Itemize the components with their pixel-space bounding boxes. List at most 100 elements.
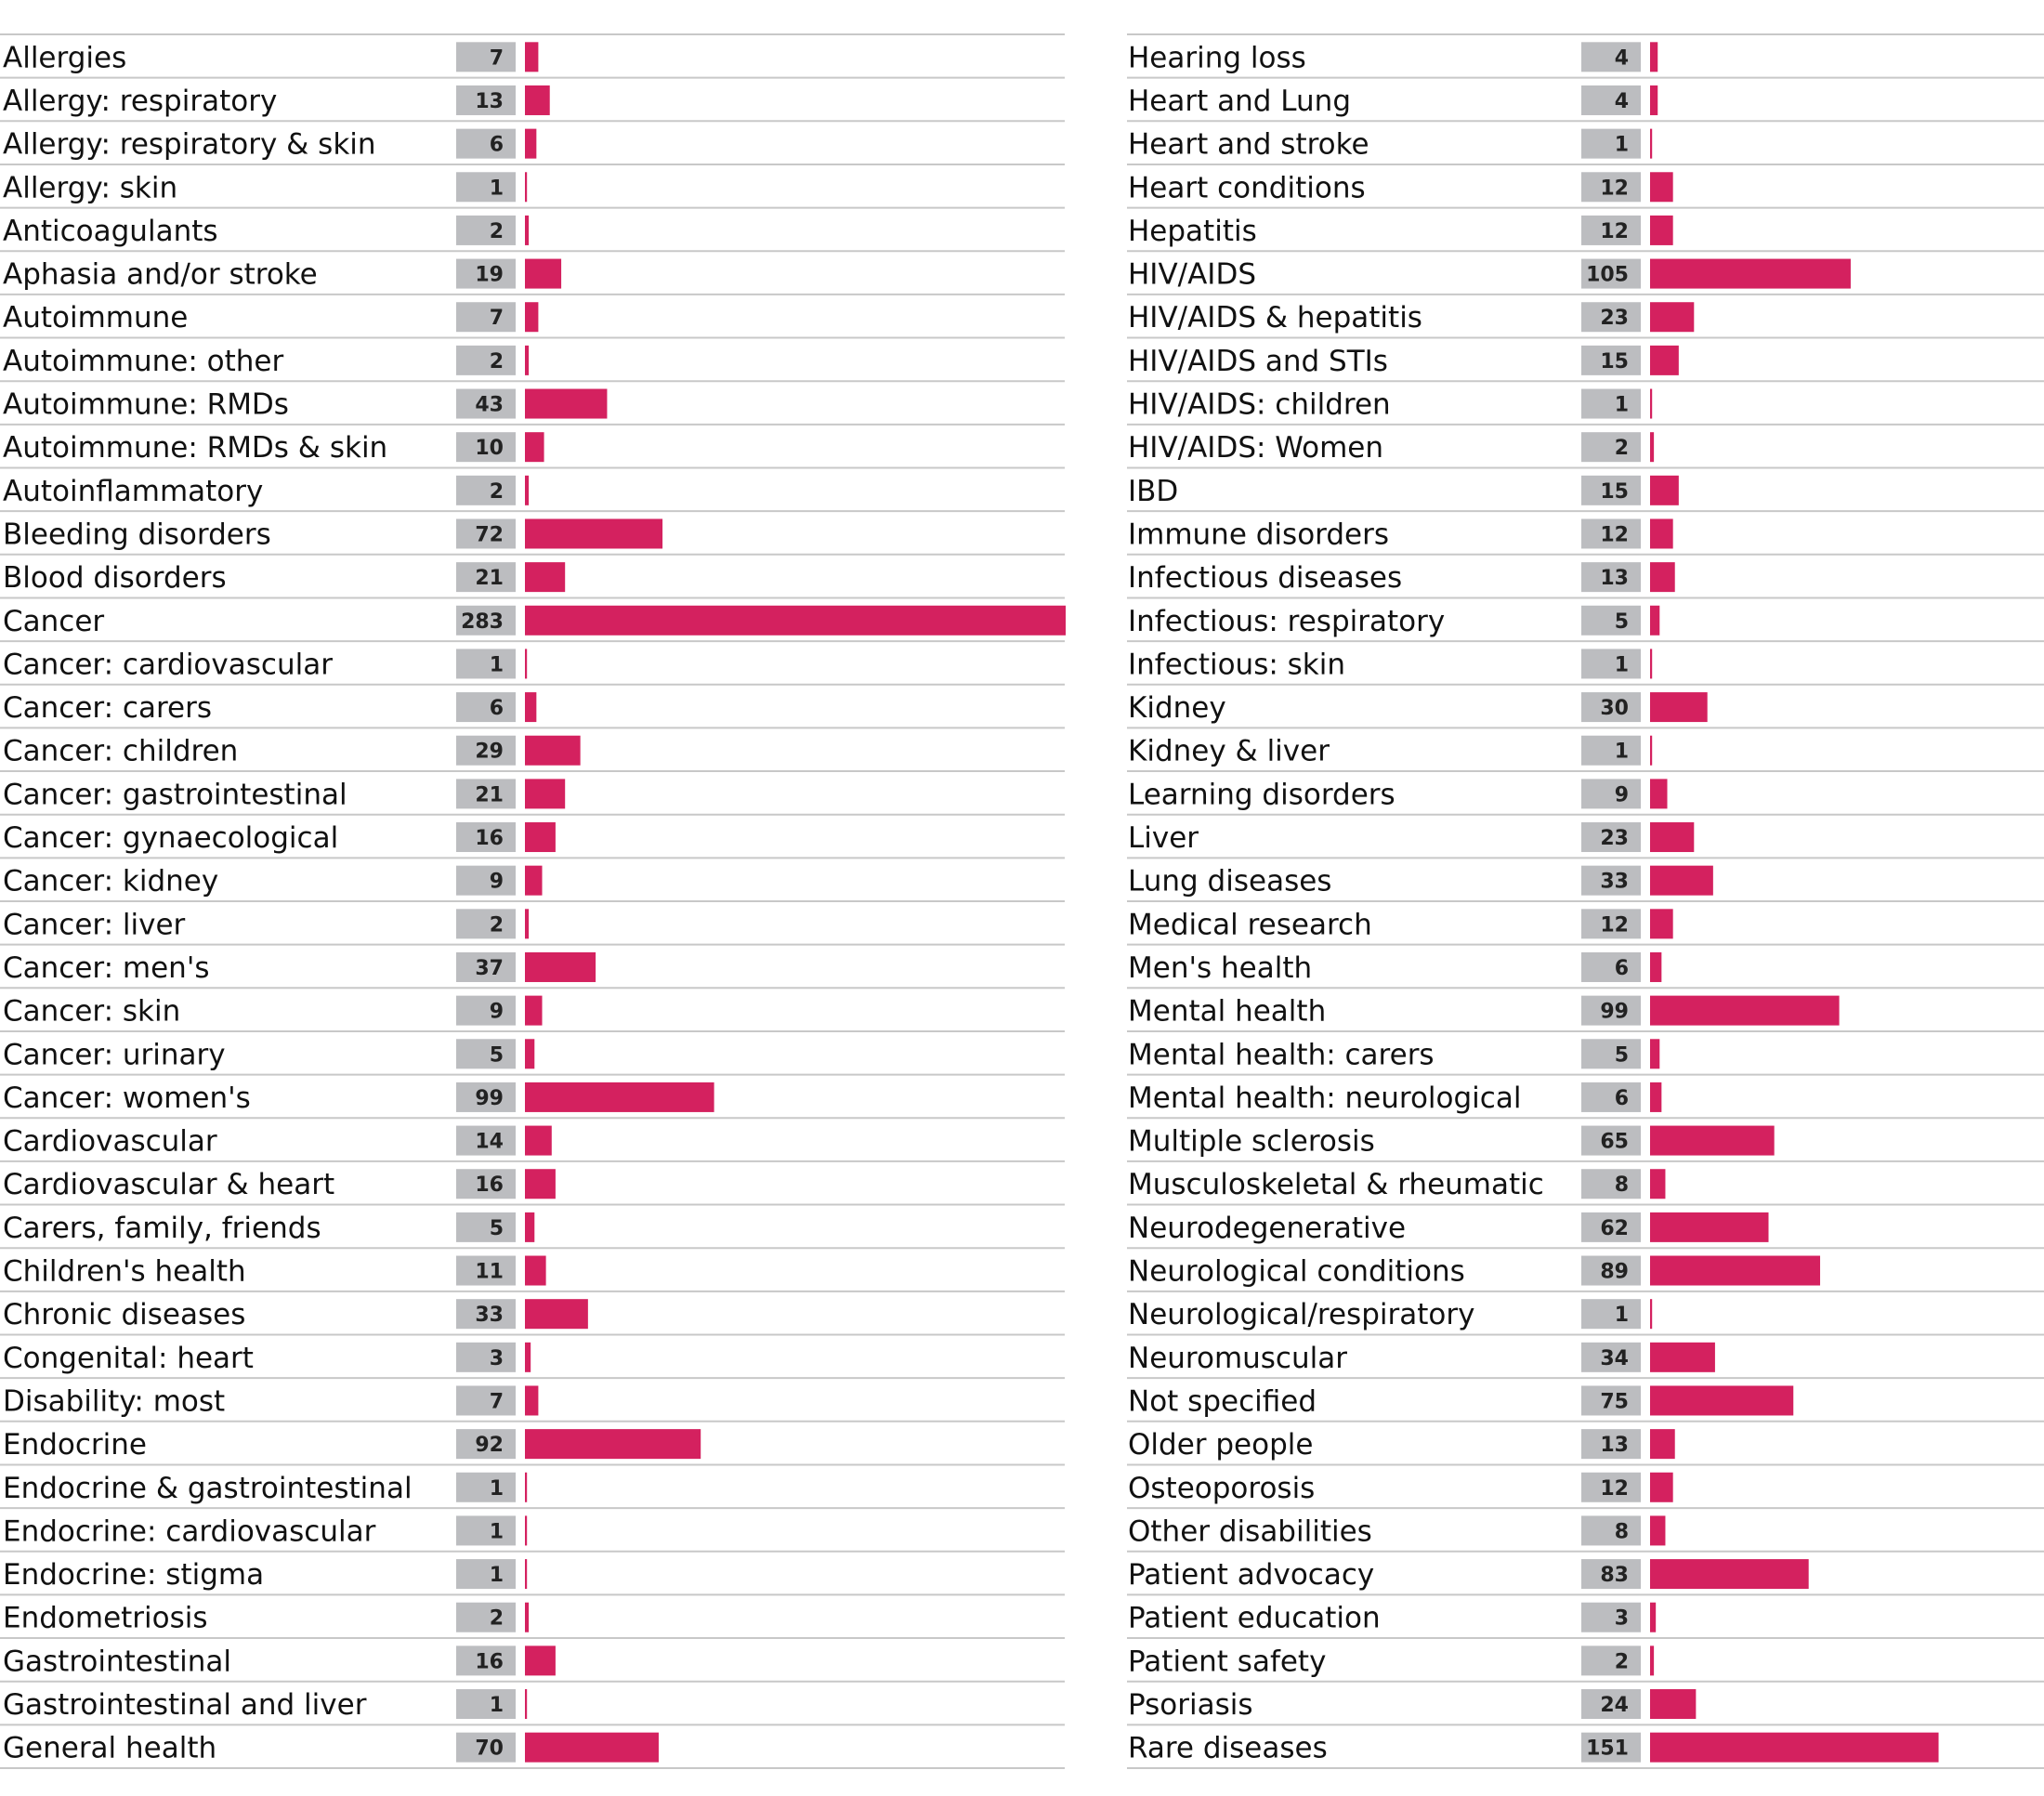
value-label: 15 [1600, 350, 1629, 374]
bar [525, 995, 543, 1026]
bar [1650, 432, 1655, 463]
category-label: Heart and Lung [1128, 85, 1351, 118]
bar [1650, 42, 1658, 72]
category-label: Cardiovascular & heart [3, 1168, 334, 1201]
value-label: 151 [1586, 1737, 1629, 1761]
bar [525, 1169, 556, 1200]
category-label: Learning disorders [1128, 778, 1395, 811]
category-label: HIV/AIDS [1128, 258, 1256, 292]
category-label: Autoinflammatory [3, 475, 263, 508]
value-box [456, 1472, 516, 1502]
bar [1650, 1125, 1775, 1156]
value-box [1581, 128, 1641, 159]
value-box [1581, 42, 1641, 72]
value-label: 1 [1615, 653, 1629, 676]
bar [525, 1125, 552, 1156]
category-label: Cancer: urinary [3, 1038, 226, 1071]
value-box [1581, 995, 1641, 1026]
value-box [456, 605, 516, 636]
category-label: Musculoskeletal & rheumatic [1128, 1168, 1544, 1201]
bar [525, 1429, 701, 1460]
bar [525, 345, 530, 375]
category-label: Cancer: kidney [3, 865, 218, 898]
category-label: Chronic diseases [3, 1298, 245, 1331]
value-label: 30 [1600, 697, 1629, 720]
value-box [456, 562, 516, 593]
category-label: Children's health [3, 1255, 246, 1289]
category-label: Neurological/respiratory [1128, 1298, 1474, 1331]
value-label: 7 [490, 1390, 504, 1413]
bar [1650, 1689, 1697, 1720]
bar [1650, 1212, 1769, 1242]
bar [1650, 475, 1679, 505]
category-label: Cancer: liver [3, 908, 186, 941]
value-box [1581, 822, 1641, 853]
value-box [1581, 85, 1641, 115]
bar [525, 475, 530, 505]
category-label: Cancer: skin [3, 995, 180, 1029]
bar [525, 1472, 528, 1502]
value-label: 283 [461, 610, 504, 634]
value-box [1581, 1342, 1641, 1372]
bar [525, 1212, 535, 1242]
bar [1650, 1559, 1809, 1590]
value-box [456, 1385, 516, 1416]
value-label: 1 [490, 1477, 504, 1501]
value-label: 37 [475, 957, 504, 980]
value-label: 1 [1615, 134, 1629, 157]
value-label: 1 [1615, 1304, 1629, 1327]
value-box [456, 1342, 516, 1372]
bar [1650, 345, 1679, 375]
value-label: 72 [475, 523, 504, 546]
value-box [456, 995, 516, 1026]
value-box [456, 258, 516, 289]
category-label: Older people [1128, 1428, 1313, 1462]
value-box [1581, 1299, 1641, 1330]
category-label: Infectious diseases [1128, 561, 1402, 595]
category-label: HIV/AIDS & hepatitis [1128, 301, 1422, 334]
value-box [456, 1255, 516, 1286]
bar [525, 518, 663, 549]
value-label: 21 [475, 567, 504, 590]
bar [1650, 951, 1662, 982]
category-label: Mental health: carers [1128, 1038, 1435, 1071]
value-box [456, 432, 516, 463]
value-box [456, 865, 516, 896]
bar [1650, 779, 1668, 809]
value-label: 33 [475, 1304, 504, 1327]
value-box [456, 518, 516, 549]
category-label: Infectious: respiratory [1128, 605, 1445, 638]
category-label: General health [3, 1732, 216, 1765]
value-label: 15 [1600, 480, 1629, 504]
value-label: 16 [475, 827, 504, 850]
value-label: 5 [1615, 1043, 1629, 1067]
bar [525, 1732, 659, 1763]
bar [525, 779, 566, 809]
value-box [456, 1082, 516, 1112]
value-box [456, 1602, 516, 1632]
bar [525, 1299, 588, 1330]
value-box [1581, 518, 1641, 549]
value-label: 83 [1600, 1564, 1629, 1587]
value-box [1581, 432, 1641, 463]
value-label: 1 [490, 1564, 504, 1587]
value-box [456, 128, 516, 159]
bar [1650, 562, 1675, 593]
value-label: 19 [475, 264, 504, 287]
value-box [1581, 1689, 1641, 1720]
bar [525, 865, 543, 896]
value-label: 99 [475, 1087, 504, 1110]
value-box [1581, 562, 1641, 593]
value-label: 14 [475, 1131, 504, 1154]
value-box [1581, 692, 1641, 723]
value-box [456, 1169, 516, 1200]
bar [1650, 1429, 1675, 1460]
category-label: Congenital: heart [3, 1342, 254, 1375]
value-box [456, 345, 516, 375]
value-label: 1 [490, 653, 504, 676]
value-label: 9 [490, 1001, 504, 1024]
value-box [456, 85, 516, 115]
bar [1650, 1082, 1662, 1112]
bar [525, 562, 566, 593]
